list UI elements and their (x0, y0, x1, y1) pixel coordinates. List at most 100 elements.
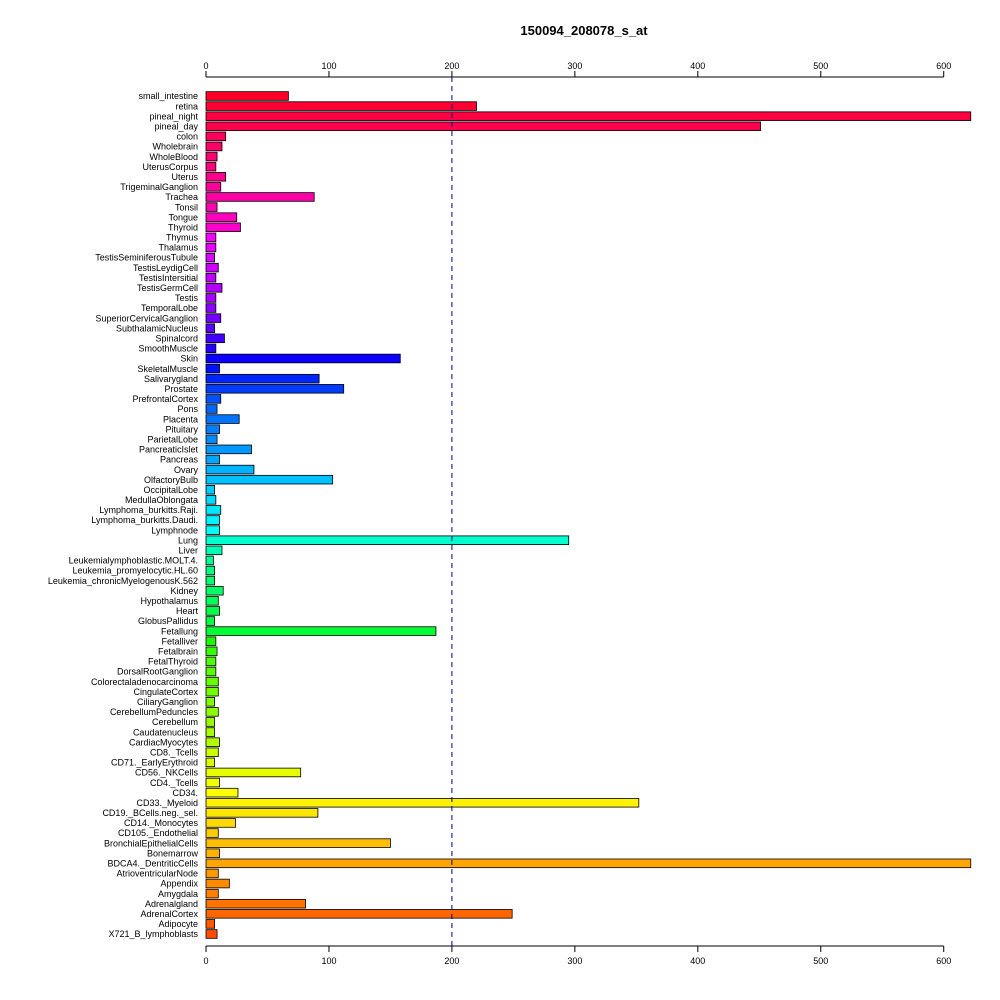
category-label: Amygdala (158, 889, 198, 899)
category-label: TestisLeydigCell (133, 263, 198, 273)
category-label: Prostate (164, 384, 198, 394)
bar-FetalThyroid (205, 656, 217, 667)
bar-Ovary (205, 464, 255, 475)
bar-WholeBlood (205, 151, 218, 162)
category-label: small_intestine (138, 91, 198, 101)
bar-Colorectaladenocarcinoma (205, 676, 219, 687)
bar-CD34. (205, 787, 239, 798)
bar-GlobusPallidus (205, 616, 216, 626)
bar-UterusCorpus (205, 161, 217, 172)
category-label: CingulateCortex (133, 687, 198, 697)
category-label: X721_B_lymphoblasts (108, 929, 198, 939)
category-label: Pituitary (165, 424, 198, 434)
x-axis-bottom: 0 100 200 300 400 500 600 (203, 945, 951, 966)
bar-Salivarygland (205, 373, 320, 384)
bar-Trachea (205, 192, 315, 202)
category-label: Testis (175, 293, 199, 303)
x-tick-label-bottom: 200 (444, 956, 459, 966)
bar-series (205, 91, 972, 939)
category-label: Tongue (168, 212, 198, 222)
bar-Leukemia_chronicMyelogenousK.562 (205, 575, 216, 586)
category-label: SkeletalMuscle (137, 364, 198, 374)
category-label: CD33._Myeloid (136, 798, 198, 808)
category-label: OlfactoryBulb (144, 475, 198, 485)
bar-SkeletalMuscle (205, 363, 220, 374)
category-label: Leukemia_chronicMyelogenousK.562 (48, 576, 198, 586)
category-label: Caudatenucleus (133, 727, 199, 737)
bar-Placenta (205, 414, 240, 424)
category-label: GlobusPallidus (138, 616, 199, 626)
bar-CD71._EarlyErythroid (205, 757, 216, 768)
bar-CD56._NKCells (205, 767, 302, 778)
category-label: Fetallung (161, 626, 198, 636)
bar-Pituitary (205, 424, 220, 434)
category-label: BDCA4._DentriticCells (107, 859, 198, 869)
category-label: Pancreas (160, 455, 199, 465)
bar-Tonsil (205, 202, 218, 212)
bar-TestisIntersitial (205, 272, 217, 283)
category-label: Fetalliver (161, 636, 198, 646)
category-label: colon (176, 132, 198, 142)
bar-Fetalliver (205, 636, 217, 646)
x-tick-label-top: 500 (813, 61, 828, 71)
bar-Pancreas (205, 454, 220, 465)
category-label: TestisGermCell (137, 283, 198, 293)
bar-CD33._Myeloid (205, 798, 640, 808)
category-label: Hypothalamus (140, 596, 198, 606)
category-label: WholeBlood (149, 152, 198, 162)
category-label: AtrioventricularNode (116, 869, 198, 879)
category-label: Bonemarrow (147, 848, 199, 858)
category-label: TemporalLobe (141, 303, 198, 313)
bar-Heart (205, 606, 220, 616)
bar-Adipocyte (205, 919, 216, 929)
bar-AdrenalCortex (205, 909, 513, 919)
bar-CingulateCortex (205, 686, 219, 697)
category-label: Uterus (171, 172, 198, 182)
bar-Spinalcord (205, 333, 225, 344)
category-label: Pons (177, 404, 198, 414)
category-label: SubthalamicNucleus (116, 323, 199, 333)
category-label: Leukemia_promyelocytic.HL.60 (72, 566, 198, 576)
bar-CD105._Endothelial (205, 828, 219, 838)
bar-TrigeminalGanglion (205, 182, 222, 192)
bar-CardiacMyocytes (205, 737, 220, 747)
bar-Fetallung (205, 626, 437, 636)
category-label: CerebellumPeduncles (110, 707, 199, 717)
category-label: Heart (176, 606, 199, 616)
bar-Tongue (205, 212, 238, 222)
category-label: PrefrontalCortex (132, 394, 198, 404)
category-label: Leukemialymphoblastic.MOLT.4. (69, 556, 198, 566)
category-label: CD105._Endothelial (118, 828, 198, 838)
category-label: retina (175, 101, 198, 111)
category-label: Thalamus (158, 243, 198, 253)
bar-CD19._BCells.neg._sel. (205, 808, 319, 818)
bar-TestisLeydigCell (205, 262, 219, 273)
bar-OccipitalLobe (205, 485, 216, 495)
bar-TemporalLobe (205, 303, 217, 313)
category-label: Skin (180, 354, 198, 364)
bar-Prostate (205, 384, 345, 394)
bar-OlfactoryBulb (205, 474, 334, 485)
bar-Thalamus (205, 242, 217, 253)
bar-Fetalbrain (205, 646, 218, 657)
bar-TestisSeminiferousTubule (205, 252, 216, 263)
x-tick-label-top: 100 (321, 61, 336, 71)
category-label: Lymphnode (151, 525, 198, 535)
category-labels: small_intestineretinapineal_nightpineal_… (48, 91, 199, 939)
category-label: Lung (178, 535, 198, 545)
category-label: CD14._Monocytes (124, 818, 199, 828)
category-label: pineal_day (154, 121, 198, 131)
category-label: pineal_night (149, 111, 198, 121)
bar-Liver (205, 545, 223, 556)
bar-Bonemarrow (205, 848, 220, 858)
category-label: CD8._Tcells (150, 747, 199, 757)
category-label: Colorectaladenocarcinoma (91, 677, 198, 687)
x-tick-label-bottom: 100 (321, 956, 336, 966)
bar-Lymphoma_burkitts.Daudi. (205, 515, 220, 525)
bar-SuperiorCervicalGanglion (205, 313, 222, 323)
bar-X721_B_lymphoblasts (205, 929, 218, 939)
bar-small_intestine (205, 91, 289, 101)
bar-pineal_night (205, 111, 972, 121)
x-tick-label-bottom: 300 (567, 956, 582, 966)
